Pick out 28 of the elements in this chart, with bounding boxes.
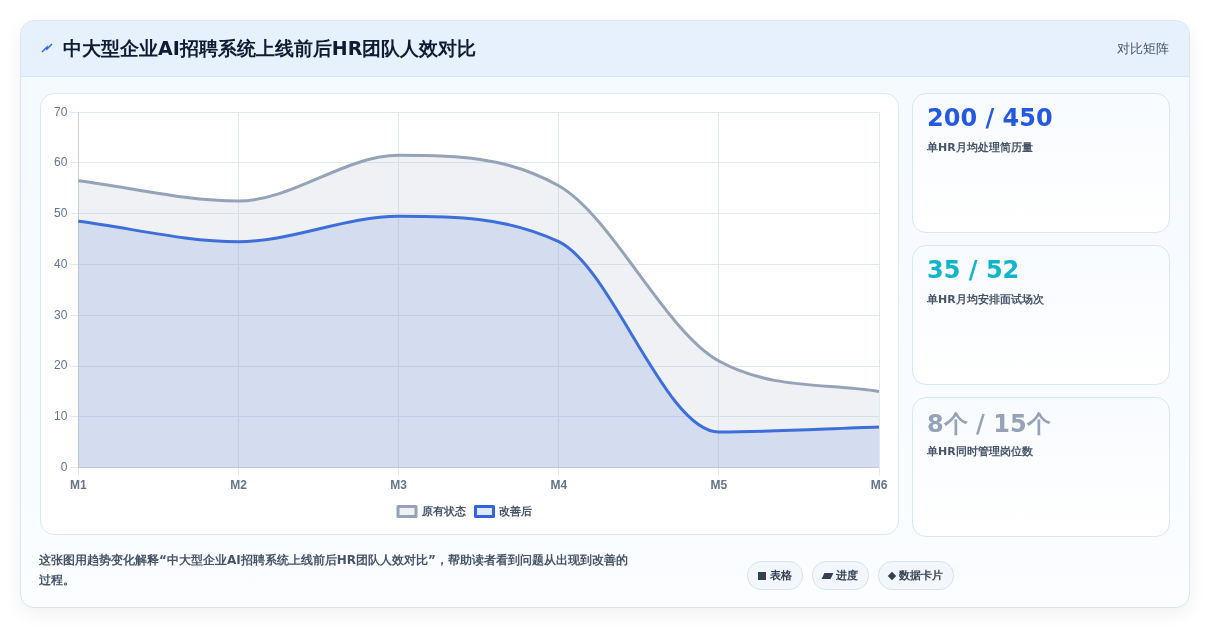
chart-title: 中大型企业AI招聘系统上线前后HR团队人效对比 bbox=[63, 36, 477, 61]
text: 这张图用趋势变化解释“中大型企业AI招聘系统上线前后HR团队人效对比”，帮助读者看到问题从出现到改善的过程。 bbox=[39, 552, 629, 589]
y-tick-label: 20 bbox=[53, 358, 68, 373]
x-tick-label: M6 bbox=[870, 478, 888, 493]
y-tick-label: 10 bbox=[53, 409, 68, 424]
x-tick-label: M1 bbox=[70, 478, 88, 493]
text: 表格 bbox=[770, 568, 792, 583]
text: 单HR同时管理岗位数 bbox=[927, 444, 1033, 459]
text: 200 / 450 bbox=[927, 104, 1053, 132]
legend-label: 原有状态 bbox=[420, 504, 467, 517]
text: 对比矩阵 bbox=[1117, 40, 1169, 58]
text: 8个 / 15个 bbox=[927, 409, 1051, 440]
y-tick-label: 50 bbox=[53, 206, 68, 221]
y-tick-label: 40 bbox=[53, 256, 68, 271]
x-tick-label: M4 bbox=[550, 478, 568, 493]
text: 进度 bbox=[836, 568, 858, 583]
text: 单HR月均处理简历量 bbox=[927, 140, 1033, 155]
y-tick-label: 70 bbox=[53, 104, 68, 119]
text: 单HR月均安排面试场次 bbox=[927, 292, 1044, 307]
text: 35 / 52 bbox=[927, 256, 1020, 284]
text: 数据卡片 bbox=[899, 568, 943, 583]
x-tick-label: M2 bbox=[230, 478, 248, 493]
x-tick-label: M3 bbox=[390, 478, 408, 493]
y-tick-label: 30 bbox=[53, 307, 68, 322]
legend-label: 改善后 bbox=[499, 504, 532, 517]
x-tick-label: M5 bbox=[710, 478, 728, 493]
y-tick-label: 60 bbox=[53, 155, 68, 170]
y-tick-label: 0 bbox=[60, 459, 68, 474]
